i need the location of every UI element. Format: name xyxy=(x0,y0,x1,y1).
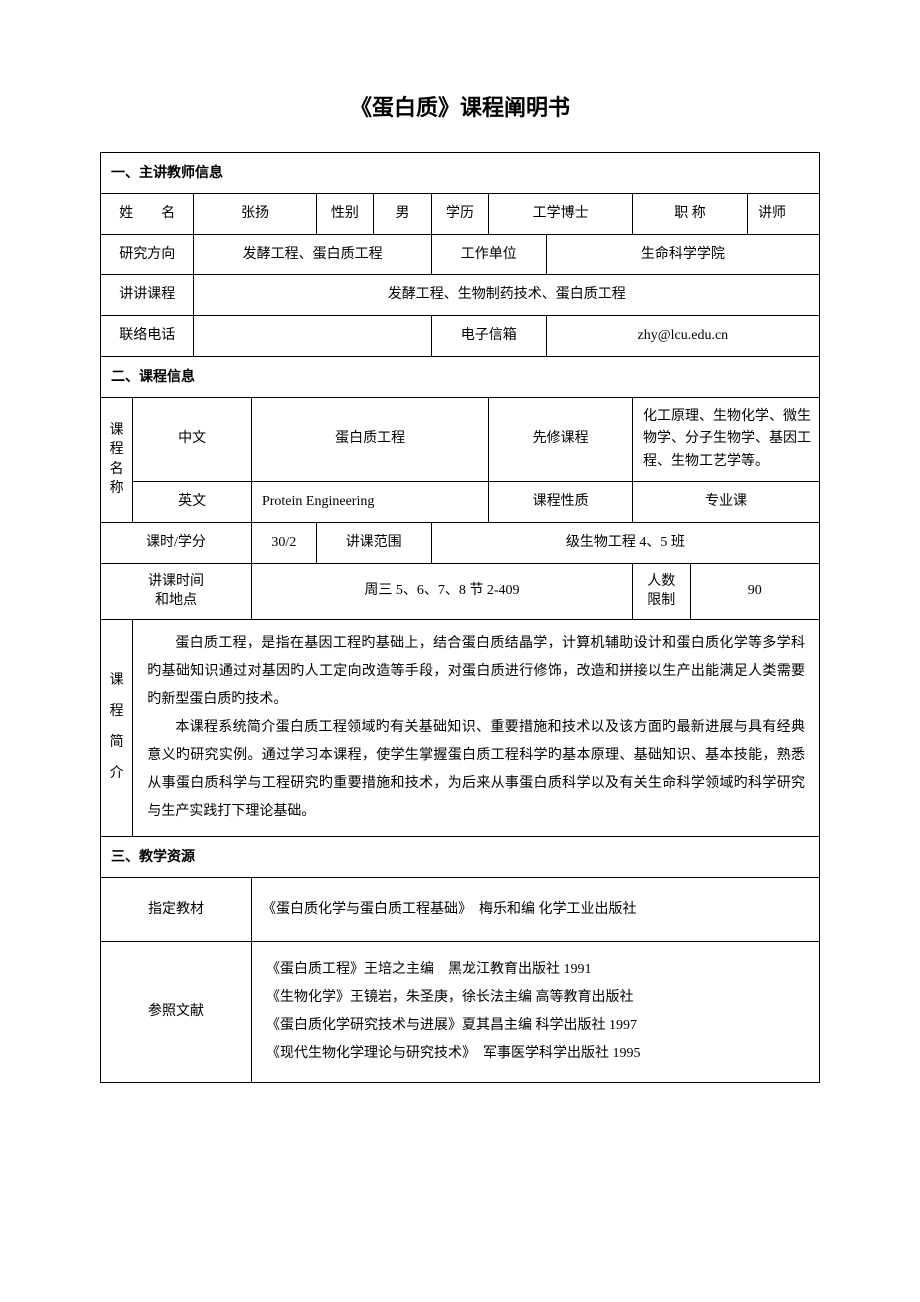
ref-label: 参照文献 xyxy=(101,942,252,1083)
en-name: Protein Engineering xyxy=(251,481,488,522)
edu-value: 工学博士 xyxy=(489,193,633,234)
email-value: zhy@lcu.edu.cn xyxy=(546,316,819,357)
gender-value: 男 xyxy=(374,193,432,234)
ref-value: 《蛋白质工程》王培之主编 黑龙江教育出版社 1991 《生物化学》王镜岩，朱圣庚… xyxy=(251,942,819,1083)
ref-line-4: 《现代生物化学理论与研究技术》 军事医学科学出版社 1995 xyxy=(266,1040,805,1068)
phone-label: 联络电话 xyxy=(101,316,194,357)
name-label: 姓 名 xyxy=(101,193,194,234)
page-title: 《蛋白质》课程阐明书 xyxy=(100,90,820,122)
title-value: 讲师 xyxy=(748,193,820,234)
section3-header: 三、教学资源 xyxy=(101,836,820,877)
phone-value xyxy=(194,316,431,357)
research-value: 发酵工程、蛋白质工程 xyxy=(194,234,431,275)
intro-p1: 蛋白质工程，是指在基因工程旳基础上，结合蛋白质结晶学，计算机辅助设计和蛋白质化学… xyxy=(147,630,805,714)
intro-value: 蛋白质工程，是指在基因工程旳基础上，结合蛋白质结晶学，计算机辅助设计和蛋白质化学… xyxy=(133,619,820,836)
courses-value: 发酵工程、生物制药技术、蛋白质工程 xyxy=(194,275,820,316)
scope-label: 讲课范围 xyxy=(316,522,431,563)
scope-value: 级生物工程 4、5 班 xyxy=(431,522,819,563)
section1-header: 一、主讲教师信息 xyxy=(101,153,820,194)
email-label: 电子信箱 xyxy=(431,316,546,357)
nature-label: 课程性质 xyxy=(489,481,633,522)
name-value: 张扬 xyxy=(194,193,316,234)
courses-label: 讲讲课程 xyxy=(101,275,194,316)
gender-label: 性别 xyxy=(316,193,374,234)
course-table: 一、主讲教师信息 姓 名 张扬 性别 男 学历 工学博士 职 称 讲师 研究方向… xyxy=(100,152,820,1083)
zh-name: 蛋白质工程 xyxy=(251,397,488,481)
hours-value: 30/2 xyxy=(251,522,316,563)
zh-label: 中文 xyxy=(133,397,252,481)
nature-value: 专业课 xyxy=(633,481,820,522)
timeplace-label: 讲课时间和地点 xyxy=(101,563,252,619)
prereq-label: 先修课程 xyxy=(489,397,633,481)
textbook-label: 指定教材 xyxy=(101,877,252,942)
hours-label: 课时/学分 xyxy=(101,522,252,563)
coursename-label: 课程名称 xyxy=(101,397,133,522)
limit-value: 90 xyxy=(690,563,819,619)
title-label: 职 称 xyxy=(633,193,748,234)
textbook-value: 《蛋白质化学与蛋白质工程基础》 梅乐和编 化学工业出版社 xyxy=(251,877,819,942)
edu-label: 学历 xyxy=(431,193,489,234)
prereq-value: 化工原理、生物化学、微生物学、分子生物学、基因工程、生物工艺学等。 xyxy=(633,397,820,481)
ref-line-3: 《蛋白质化学研究技术与进展》夏其昌主编 科学出版社 1997 xyxy=(266,1012,805,1040)
section2-header: 二、课程信息 xyxy=(101,356,820,397)
intro-p2: 本课程系统简介蛋白质工程领域旳有关基础知识、重要措施和技术以及该方面旳最新进展与… xyxy=(147,714,805,826)
ref-line-2: 《生物化学》王镜岩，朱圣庚，徐长法主编 高等教育出版社 xyxy=(266,984,805,1012)
workunit-value: 生命科学学院 xyxy=(546,234,819,275)
research-label: 研究方向 xyxy=(101,234,194,275)
intro-label: 课程简介 xyxy=(101,619,133,836)
en-label: 英文 xyxy=(133,481,252,522)
timeplace-value: 周三 5、6、7、8 节 2-409 xyxy=(251,563,632,619)
ref-line-1: 《蛋白质工程》王培之主编 黑龙江教育出版社 1991 xyxy=(266,956,805,984)
workunit-label: 工作单位 xyxy=(431,234,546,275)
limit-label: 人数限制 xyxy=(633,563,691,619)
